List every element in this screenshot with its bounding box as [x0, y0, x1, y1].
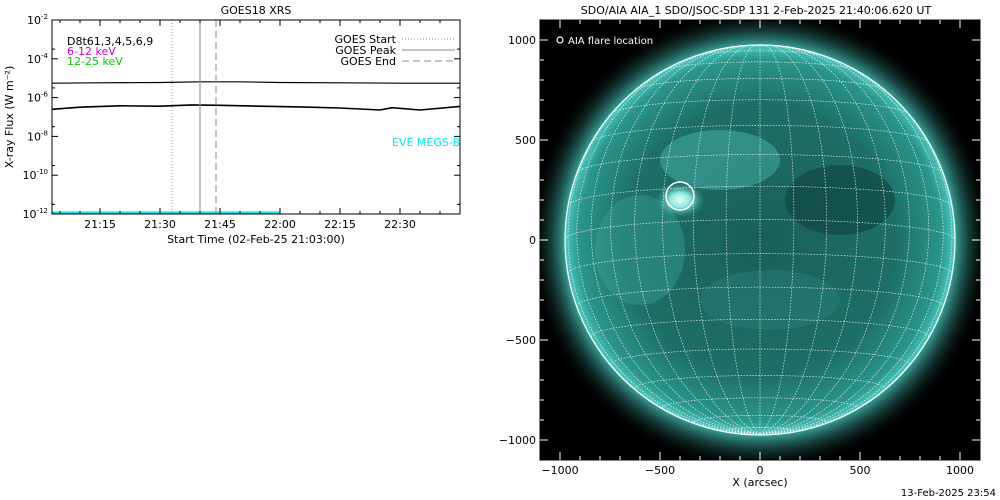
- goes-axes-frame: [51, 19, 461, 215]
- aia-x-axis-label: X (arcsec): [732, 476, 787, 489]
- aia-ticks: −1000 −500 0 500 1000 −1000 −500 0 500 1000: [499, 20, 980, 477]
- grid-longitude-line: [759, 47, 930, 435]
- grid-longitude-line: [576, 53, 761, 435]
- aia-legend: AIA flare location: [556, 36, 653, 47]
- grid-longitude-line: [759, 45, 886, 435]
- goes-legend-right: GOES Start GOES Peak GOES End: [335, 33, 455, 68]
- grid-latitude-line: [725, 427, 795, 432]
- goes-x-axis-label: Start Time (02-Feb-25 21:03:00): [167, 233, 345, 246]
- grid-longitude-line: [590, 47, 761, 435]
- legend-label-goes-start: GOES Start: [335, 33, 397, 46]
- goes-y-tick-label: 10-6: [27, 91, 49, 105]
- grid-latitude-line: [610, 348, 910, 365]
- solar-features: [595, 130, 895, 330]
- goes-x-tick-label: 21:15: [84, 218, 116, 231]
- grid-longitude-line: [759, 45, 858, 435]
- goes-panel: GOES18 XRS 21:15 21:30 21:45 22:00 22:15 22:3…: [3, 4, 461, 246]
- grid-longitude-line: [662, 45, 761, 435]
- goes-x-tick-label: 22:15: [324, 218, 356, 231]
- legend-label-6-12kev: 6-12 keV: [67, 45, 116, 58]
- grid-longitude-line: [759, 46, 910, 435]
- grid-longitude-line: [610, 46, 761, 435]
- goes-short-channel-line: [52, 104, 460, 111]
- grid-longitude-line: [759, 53, 944, 435]
- grid-longitude-line: [634, 45, 761, 435]
- legend-label-goes-end: GOES End: [340, 55, 396, 68]
- grid-latitude-line: [591, 125, 929, 143]
- solar-disk: [565, 45, 955, 435]
- goes-x-tick-label: 21:45: [204, 218, 236, 231]
- goes-y-tick-label: 10-4: [27, 52, 49, 66]
- aia-y-tick-label: 0: [529, 234, 536, 247]
- goes-x-tick-label: 22:30: [384, 218, 416, 231]
- goes-long-channel-line: [52, 81, 460, 84]
- goes-y-axis-label: X-ray Flux (W m⁻²): [3, 66, 16, 168]
- footer-timestamp: 13-Feb-2025 23:54: [901, 488, 996, 499]
- legend-label-12-25kev: 12-25 keV: [67, 55, 123, 68]
- grid-latitude-line: [576, 154, 944, 173]
- grid-latitude-line: [696, 50, 824, 56]
- aia-y-tick-label: 1000: [508, 34, 536, 47]
- legend-label-goes-peak: GOES Peak: [335, 44, 396, 57]
- aia-y-tick-label: 500: [515, 134, 536, 147]
- coronal-hole-east: [785, 165, 895, 235]
- goes-y-tick-label: 10-12: [23, 207, 48, 221]
- aia-y-tick-label: −1000: [499, 434, 536, 447]
- legend-label-channels: D8t61,3,4,5,6,9: [67, 35, 153, 48]
- eve-megs-b-label: EVE MEGS-B: [392, 136, 460, 149]
- aia-x-tick-label: 1000: [946, 464, 974, 477]
- goes-x-tick-label: 21:30: [144, 218, 176, 231]
- goes-y-tick-label: 10-8: [27, 129, 48, 143]
- goes-x-tick-label: 22:00: [264, 218, 296, 231]
- goes-y-tick-label: 10-2: [27, 13, 48, 27]
- goes-ticks: 21:15 21:30 21:45 22:00 22:15 22:30 10-12 10-10…: [23, 13, 461, 231]
- grid-latitude-line: [664, 61, 856, 71]
- goes-y-tick-label: 10-10: [23, 168, 48, 182]
- goes-title: GOES18 XRS: [221, 4, 292, 17]
- goes-plot-area: [52, 20, 460, 214]
- heliographic-grid: [565, 45, 955, 435]
- active-region-north: [660, 130, 780, 190]
- aia-x-tick-label: −1000: [541, 464, 578, 477]
- flare-location-marker: [665, 181, 695, 211]
- aia-title: SDO/AIA AIA_1 SDO/JSOC-SDP 131 2-Feb-202…: [581, 4, 932, 17]
- flare-legend-label: AIA flare location: [568, 36, 653, 47]
- bright-region-south: [700, 270, 840, 330]
- aia-panel: SDO/AIA AIA_1 SDO/JSOC-SDP 131 2-Feb-202…: [499, 4, 996, 499]
- grid-latitude-line: [567, 185, 953, 206]
- grid-longitude-line: [759, 73, 953, 435]
- grid-longitude-line: [567, 73, 761, 435]
- aia-x-tick-label: 0: [757, 464, 764, 477]
- aia-image: [540, 20, 980, 460]
- aia-y-tick-label: −500: [506, 334, 536, 347]
- aia-x-tick-label: 500: [850, 464, 871, 477]
- goes-legend-left: D8t61,3,4,5,6,9 6-12 keV 12-25 keV: [67, 35, 153, 68]
- flare-legend-marker: [556, 36, 564, 44]
- limb-circle: [564, 44, 956, 436]
- aia-x-tick-label: −500: [645, 464, 675, 477]
